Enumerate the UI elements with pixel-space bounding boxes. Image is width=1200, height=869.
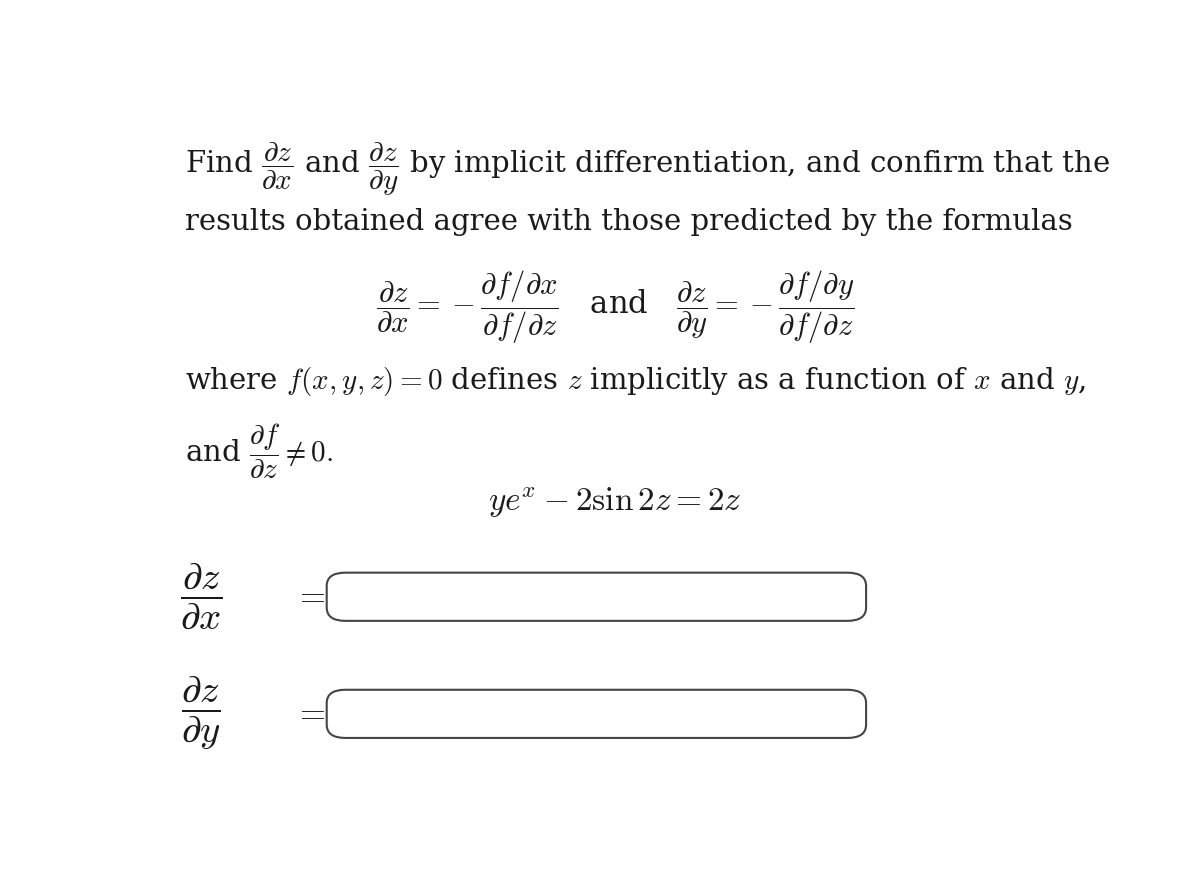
Text: where $f(x, y, z) = 0$ defines $z$ implicitly as a function of $x$ and $y$,: where $f(x, y, z) = 0$ defines $z$ impli… — [185, 365, 1086, 398]
FancyBboxPatch shape — [326, 690, 866, 738]
Text: $ye^{x} - 2\sin 2z = 2z$: $ye^{x} - 2\sin 2z = 2z$ — [488, 486, 742, 520]
Text: $\dfrac{\partial z}{\partial y}$: $\dfrac{\partial z}{\partial y}$ — [181, 674, 221, 753]
Text: $\dfrac{\partial z}{\partial x}$: $\dfrac{\partial z}{\partial x}$ — [180, 561, 222, 631]
Text: $=$: $=$ — [294, 580, 326, 612]
Text: and $\dfrac{\partial f}{\partial z} \neq 0.$: and $\dfrac{\partial f}{\partial z} \neq… — [185, 422, 334, 481]
Text: Find $\dfrac{\partial z}{\partial x}$ and $\dfrac{\partial z}{\partial y}$ by im: Find $\dfrac{\partial z}{\partial x}$ an… — [185, 141, 1110, 198]
Text: $\dfrac{\partial z}{\partial x} = -\dfrac{\partial f/\partial x}{\partial f/\par: $\dfrac{\partial z}{\partial x} = -\dfra… — [376, 269, 854, 346]
Text: results obtained agree with those predicted by the formulas: results obtained agree with those predic… — [185, 208, 1073, 236]
Text: $=$: $=$ — [294, 697, 326, 729]
FancyBboxPatch shape — [326, 573, 866, 620]
